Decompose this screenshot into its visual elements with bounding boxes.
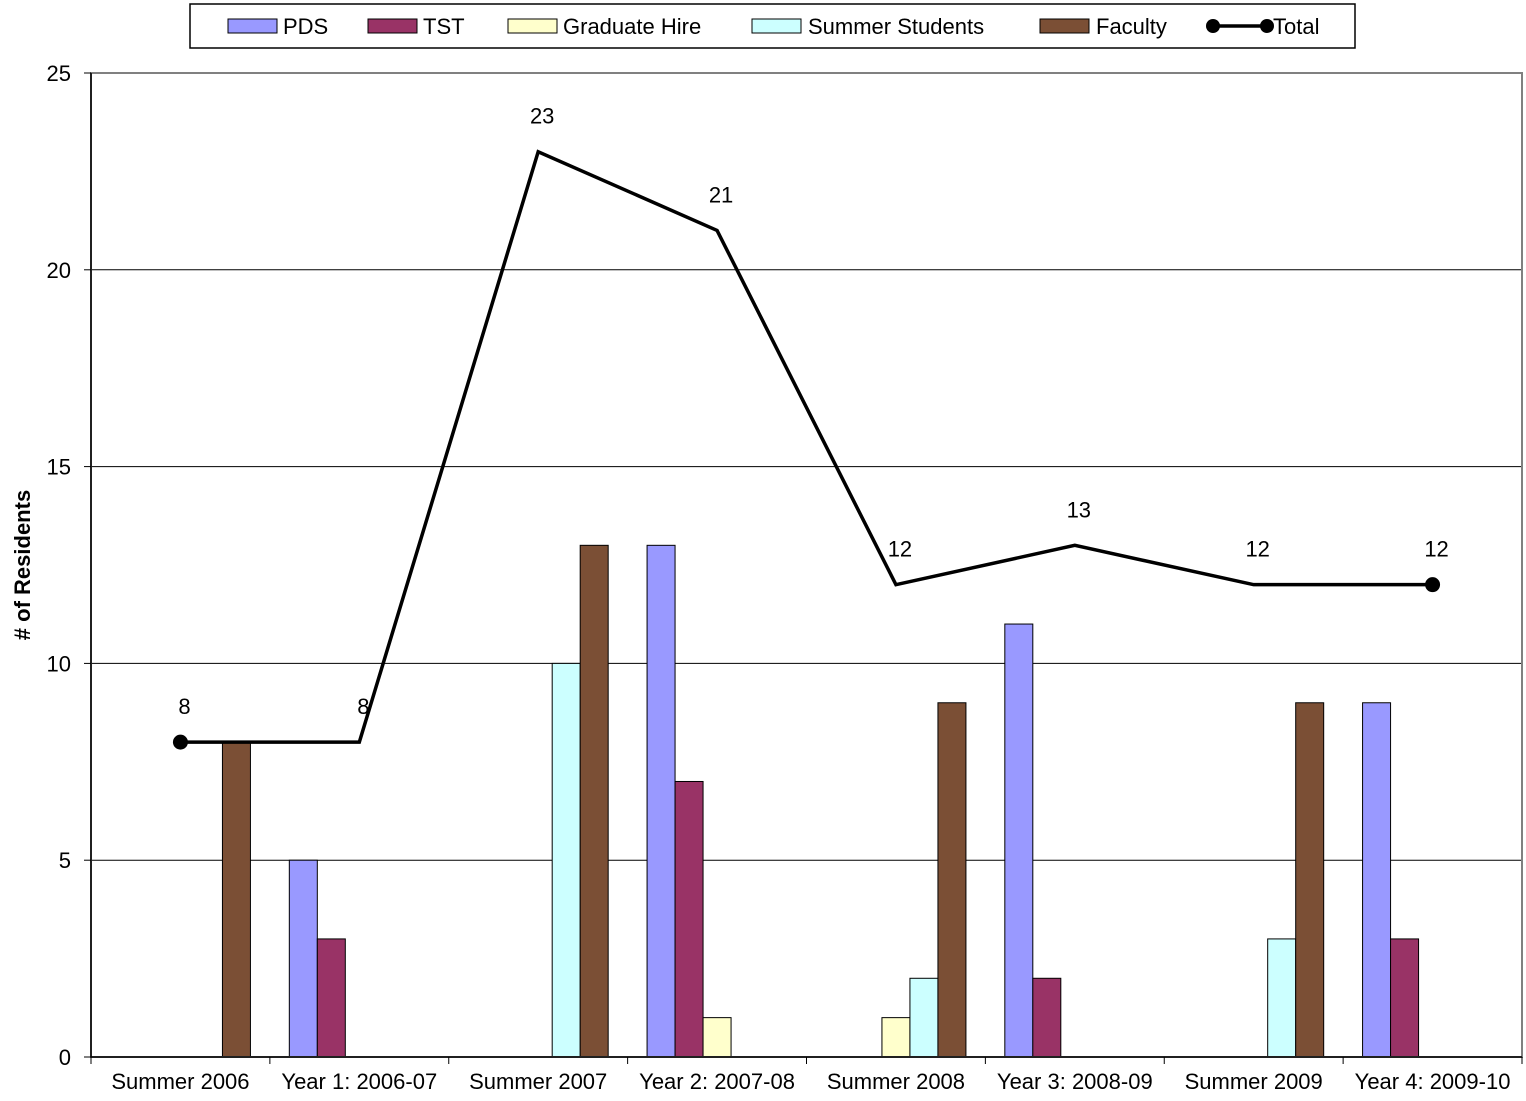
- bar-faculty: [937, 702, 967, 1058]
- bar-faculty: [579, 544, 609, 1058]
- bar-summer-students: [551, 662, 581, 1058]
- total-marker: [1425, 577, 1441, 593]
- total-line: [172, 149, 1441, 750]
- x-axis: Summer 2006 Year 1: 2006-07 Summer 2007 Yea…: [90, 1057, 1523, 1094]
- legend-swatch-tst: [367, 18, 418, 34]
- total-marker: [172, 734, 188, 750]
- legend-swatch-summer-students: [751, 18, 802, 34]
- bar-pds: [288, 859, 318, 1058]
- x-tick-label: Summer 2008: [827, 1069, 965, 1094]
- bars: [221, 544, 1420, 1058]
- legend-label-pds: PDS: [283, 14, 328, 39]
- bar-tst: [674, 780, 704, 1058]
- legend-label-total: Total: [1273, 14, 1319, 39]
- total-data-label: 12: [888, 537, 912, 562]
- legend-marker-total: [1206, 19, 1220, 33]
- legend-label-graduate-hire: Graduate Hire: [563, 14, 701, 39]
- bar-summer-students: [909, 977, 939, 1058]
- y-tick-label: 10: [47, 651, 71, 676]
- legend-label-tst: TST: [423, 14, 465, 39]
- x-tick-label: Year 1: 2006-07: [281, 1069, 437, 1094]
- total-data-label: 23: [530, 104, 554, 129]
- bar-faculty: [1295, 702, 1325, 1058]
- bar-graduate-hire: [881, 1017, 911, 1058]
- y-tick-label: 15: [47, 455, 71, 480]
- bar-pds: [1004, 623, 1034, 1058]
- total-data-label: 8: [357, 694, 369, 719]
- y-tick-label: 25: [47, 61, 71, 86]
- gridlines: [91, 269, 1522, 861]
- total-data-label: 8: [178, 694, 190, 719]
- bar-pds: [646, 544, 676, 1058]
- x-tick-label: Summer 2009: [1185, 1069, 1323, 1094]
- x-tick-label: Year 4: 2009-10: [1355, 1069, 1511, 1094]
- x-tick-label: Year 2: 2007-08: [639, 1069, 795, 1094]
- x-tick-label: Summer 2007: [469, 1069, 607, 1094]
- bar-tst: [1390, 938, 1420, 1058]
- bar-graduate-hire: [702, 1017, 732, 1058]
- bar-summer-students: [1267, 938, 1297, 1058]
- legend: PDS TST Graduate Hire Summer Students Facult…: [189, 3, 1356, 49]
- bar-pds: [1362, 702, 1392, 1058]
- bar-tst: [316, 938, 346, 1058]
- bar-tst: [1032, 977, 1062, 1058]
- y-axis-title: # of Residents: [10, 490, 35, 640]
- legend-marker-total: [1260, 19, 1274, 33]
- total-labels: 8 8 23 21 12 13 12 12: [178, 104, 1448, 719]
- y-tick-label: 20: [47, 258, 71, 283]
- legend-label-summer-students: Summer Students: [808, 14, 984, 39]
- legend-label-faculty: Faculty: [1096, 14, 1167, 39]
- legend-swatch-pds: [227, 18, 278, 34]
- total-data-label: 13: [1067, 497, 1091, 522]
- y-axis: 0 5 10 15 20 25: [47, 61, 91, 1070]
- total-data-label: 12: [1424, 537, 1448, 562]
- legend-swatch-faculty: [1039, 18, 1090, 34]
- x-tick-label: Year 3: 2008-09: [997, 1069, 1153, 1094]
- total-data-label: 12: [1245, 537, 1269, 562]
- y-tick-label: 0: [59, 1045, 71, 1070]
- x-tick-label: Summer 2006: [111, 1069, 249, 1094]
- bar-faculty: [221, 741, 251, 1058]
- total-series-line: [180, 149, 1433, 744]
- total-data-label: 21: [709, 182, 733, 207]
- y-tick-label: 5: [59, 848, 71, 873]
- legend-swatch-graduate-hire: [507, 18, 558, 34]
